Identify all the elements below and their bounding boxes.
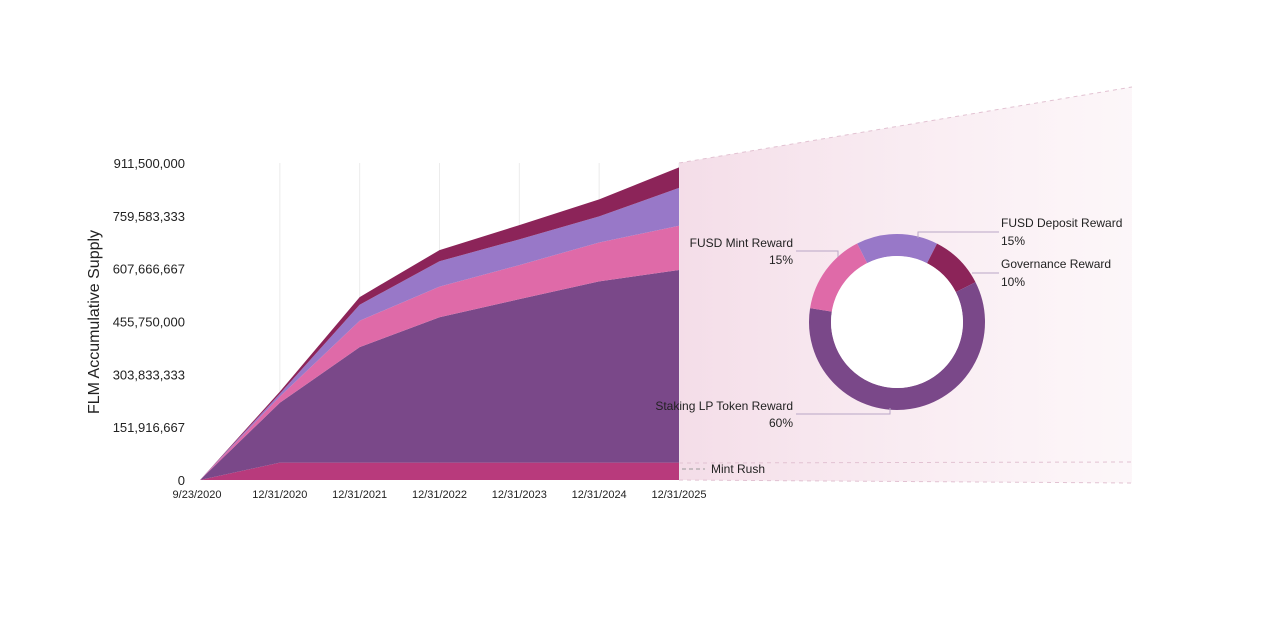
- area-series-0: [200, 462, 679, 480]
- y-tick-label: 151,916,667: [113, 420, 185, 435]
- donut-slice-2: [809, 282, 985, 410]
- y-axis-title: FLM Accumulative Supply: [86, 230, 103, 414]
- fusd-mint-reward-pct: 15%: [769, 253, 793, 267]
- stacked-areas: [200, 167, 679, 480]
- fusd-deposit-reward-label: FUSD Deposit Reward: [1001, 216, 1122, 230]
- staking-lp-token-reward-leader: [796, 408, 891, 415]
- fusd-mint-reward-label: FUSD Mint Reward: [690, 236, 793, 250]
- area-series-1: [200, 269, 679, 480]
- staking-lp-token-reward-pct: 60%: [769, 416, 793, 430]
- x-tick-label: 12/31/2023: [492, 489, 547, 501]
- mint-rush-label: Mint Rush: [711, 462, 765, 476]
- x-tick-label: 12/31/2022: [412, 489, 467, 501]
- x-tick-label: 12/31/2025: [651, 489, 706, 501]
- donut-slice-0: [857, 234, 938, 264]
- x-tick-label: 12/31/2020: [252, 489, 307, 501]
- donut-labels: FUSD Deposit Reward 15% Governance Rewar…: [655, 216, 1122, 430]
- area-series-4: [200, 167, 679, 480]
- y-tick-label: 759,583,333: [113, 209, 185, 224]
- y-tick-label: 303,833,333: [113, 367, 185, 382]
- donut-slice-1: [926, 243, 976, 293]
- governance-reward-label: Governance Reward: [1001, 257, 1111, 271]
- fusd-deposit-reward-leader: [917, 231, 999, 238]
- staking-lp-token-reward-label: Staking LP Token Reward: [655, 399, 793, 413]
- reward-donut: [809, 234, 985, 410]
- y-axis-ticks: 0 151,916,667 303,833,333 455,750,000 607,66…: [113, 156, 185, 488]
- donut-hole: [831, 256, 963, 388]
- fusd-deposit-reward-pct: 15%: [1001, 234, 1025, 248]
- y-tick-label: 455,750,000: [113, 315, 185, 330]
- area-series-2: [200, 225, 679, 480]
- zoom-projection-bottom-edge: [678, 479, 1133, 484]
- governance-reward-pct: 10%: [1001, 275, 1025, 289]
- x-axis-ticks: 9/23/2020 12/31/2020 12/31/2021 12/31/2022 1…: [173, 489, 707, 501]
- donut-slice-3: [810, 243, 868, 313]
- y-tick-label: 911,500,000: [114, 156, 185, 171]
- y-tick-label: 0: [178, 473, 185, 488]
- area-series-3: [200, 187, 679, 480]
- x-tick-label: 12/31/2024: [572, 489, 627, 501]
- mint-rush-guide: [678, 461, 1133, 464]
- x-tick-label: 12/31/2021: [332, 489, 387, 501]
- y-tick-label: 607,666,667: [113, 262, 185, 277]
- mint-rush-legend: Mint Rush: [682, 462, 765, 476]
- x-tick-label: 9/23/2020: [173, 489, 222, 501]
- fusd-mint-reward-leader: [796, 250, 839, 257]
